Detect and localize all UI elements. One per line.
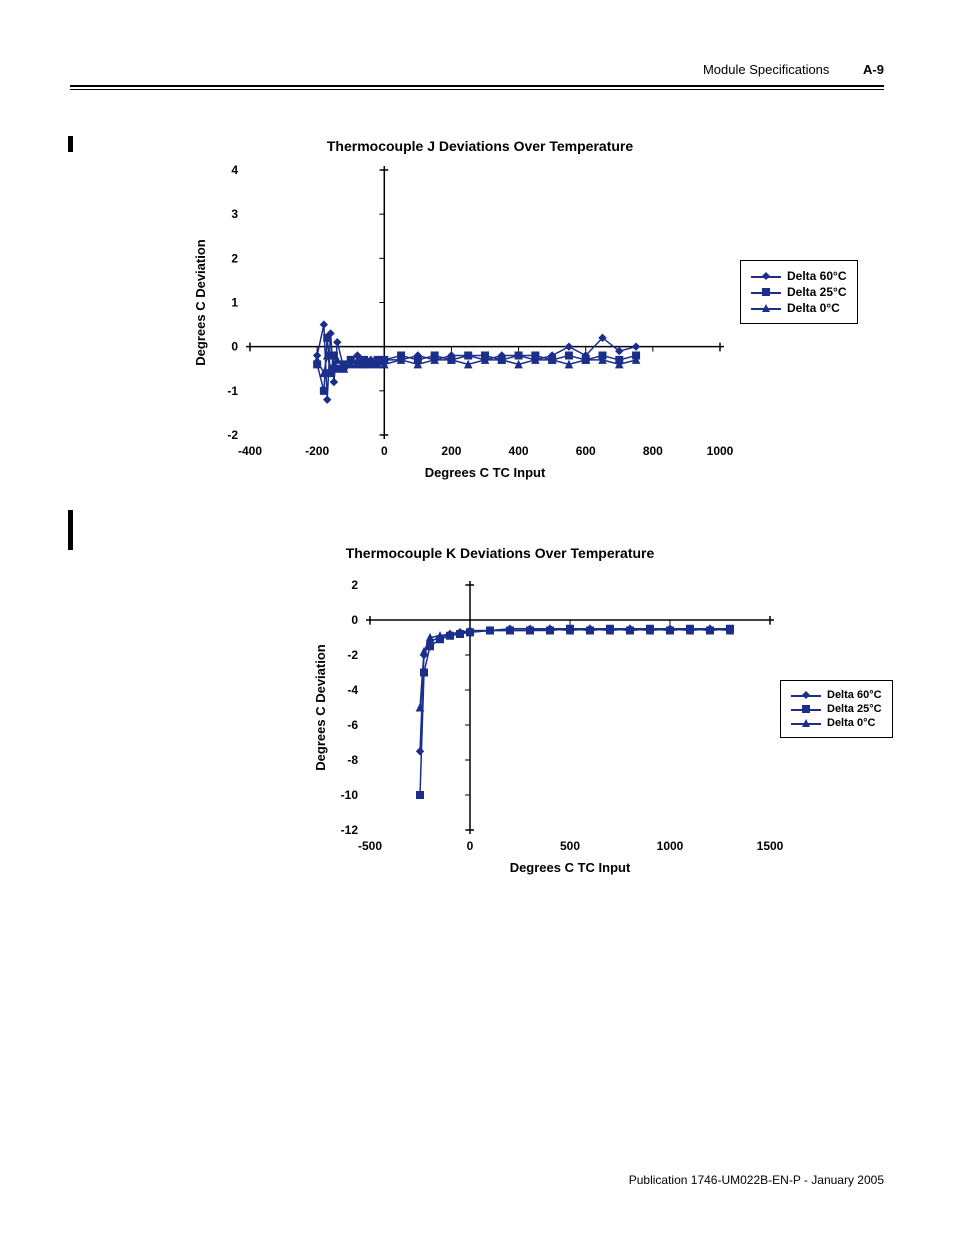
svg-text:200: 200 xyxy=(441,444,461,458)
page: Module Specifications A-9 Thermocouple J… xyxy=(0,0,954,1235)
legend-item-delta0: Delta 0°C xyxy=(751,301,847,315)
svg-text:Degrees C Deviation: Degrees C Deviation xyxy=(313,644,328,770)
legend-label: Delta 60°C xyxy=(787,269,847,283)
svg-text:600: 600 xyxy=(576,444,596,458)
chart-j-svg: -400 -200 0 200 400 600 800 1000 -2 -1 0 1 2 3 4 Degree… xyxy=(0,0,954,500)
svg-text:0: 0 xyxy=(467,839,474,853)
chart-k-legend: Delta 60°C Delta 25°C Delta 0°C xyxy=(780,680,893,738)
diamond-icon xyxy=(751,270,781,282)
svg-text:-8: -8 xyxy=(347,753,358,767)
svg-text:1500: 1500 xyxy=(757,839,784,853)
svg-text:-1: -1 xyxy=(227,384,238,398)
legend-label: Delta 60°C xyxy=(827,689,882,701)
svg-text:-2: -2 xyxy=(227,428,238,442)
svg-text:2: 2 xyxy=(351,578,358,592)
legend-label: Delta 0°C xyxy=(827,717,875,729)
legend-item-delta0: Delta 0°C xyxy=(791,717,882,729)
svg-text:Degrees C Deviation: Degrees C Deviation xyxy=(193,239,208,365)
legend-label: Delta 0°C xyxy=(787,301,840,315)
svg-text:-200: -200 xyxy=(305,444,329,458)
svg-text:-500: -500 xyxy=(358,839,382,853)
legend-item-delta60: Delta 60°C xyxy=(751,269,847,283)
svg-text:Degrees C TC Input: Degrees C TC Input xyxy=(510,860,631,875)
legend-label: Delta 25°C xyxy=(827,703,882,715)
svg-text:-2: -2 xyxy=(347,648,358,662)
svg-text:4: 4 xyxy=(231,163,238,177)
legend-item-delta25: Delta 25°C xyxy=(791,703,882,715)
footer-publication: Publication 1746-UM022B-EN-P - January 2… xyxy=(629,1173,884,1187)
svg-text:3: 3 xyxy=(231,207,238,221)
legend-item-delta25: Delta 25°C xyxy=(751,285,847,299)
svg-text:1000: 1000 xyxy=(707,444,734,458)
svg-text:2: 2 xyxy=(231,251,238,265)
svg-text:0: 0 xyxy=(351,613,358,627)
svg-text:400: 400 xyxy=(509,444,529,458)
triangle-icon xyxy=(791,717,821,729)
diamond-icon xyxy=(791,689,821,701)
chart-j-legend: Delta 60°C Delta 25°C Delta 0°C xyxy=(740,260,858,324)
svg-text:1000: 1000 xyxy=(657,839,684,853)
legend-item-delta60: Delta 60°C xyxy=(791,689,882,701)
svg-text:-400: -400 xyxy=(238,444,262,458)
svg-text:500: 500 xyxy=(560,839,580,853)
svg-text:800: 800 xyxy=(643,444,663,458)
svg-text:-12: -12 xyxy=(341,823,359,837)
svg-text:-4: -4 xyxy=(347,683,358,697)
svg-text:0: 0 xyxy=(381,444,388,458)
svg-text:-6: -6 xyxy=(347,718,358,732)
svg-text:-10: -10 xyxy=(341,788,359,802)
square-icon xyxy=(751,286,781,298)
square-icon xyxy=(791,703,821,715)
legend-label: Delta 25°C xyxy=(787,285,847,299)
chart-k-svg: -500 0 500 1000 1500 -12 -10 -8 -6 -4 -2 0 2 Degrees … xyxy=(0,460,954,880)
triangle-icon xyxy=(751,302,781,314)
svg-text:0: 0 xyxy=(231,340,238,354)
svg-text:1: 1 xyxy=(231,296,238,310)
